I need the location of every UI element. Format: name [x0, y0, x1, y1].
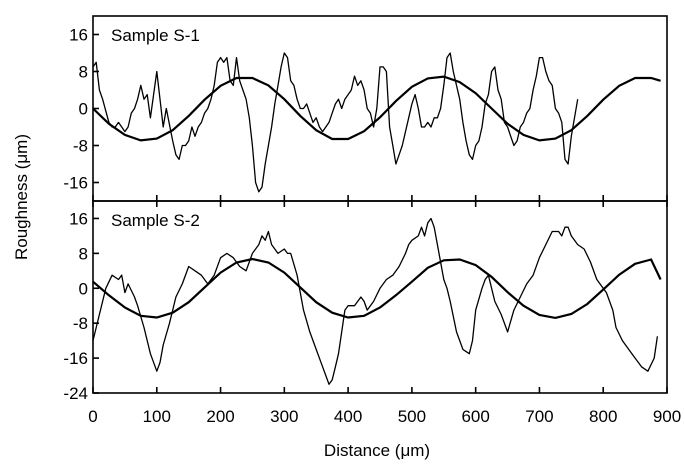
y-tick-label: -24 — [63, 384, 88, 403]
y-tick-label: 8 — [79, 244, 88, 263]
sinusoid-fit-line — [92, 257, 662, 320]
y-tick-label: -16 — [63, 349, 88, 368]
panel-frame — [92, 200, 668, 394]
y-tick-label: 8 — [79, 63, 88, 82]
y-tick-label: 0 — [79, 279, 88, 298]
y-tick-label: -8 — [73, 137, 88, 156]
panels-layer: 16 8 0 -8 -16 Sample S-1 16 8 0 -8 -16 -24 Sample S-… — [63, 15, 668, 403]
x-tick-label: 700 — [525, 407, 553, 426]
sinusoid-fit-line — [92, 75, 661, 142]
y-tick-label: -8 — [73, 314, 88, 333]
y-tick-label: 16 — [69, 209, 88, 228]
x-axis-title: Distance (μm) — [324, 441, 430, 460]
y-tick-label: 16 — [69, 26, 88, 45]
x-tick-label: 300 — [270, 407, 298, 426]
panel-1: 16 8 0 -8 -16 Sample S-1 — [63, 15, 668, 202]
x-tick-label: 600 — [461, 407, 489, 426]
y-tick-label: 0 — [79, 100, 88, 119]
x-tick-label: 200 — [206, 407, 234, 426]
x-tick-label: 0 — [88, 407, 97, 426]
x-tick-label: 900 — [653, 407, 681, 426]
panel-label: Sample S-2 — [111, 211, 200, 230]
roughness-profile-line — [92, 217, 659, 385]
panel-2: 16 8 0 -8 -16 -24 Sample S-2 — [63, 200, 668, 403]
x-tick-label: 100 — [143, 407, 171, 426]
x-axis: 0 100 200 300 400 500 600 700 800 900 — [88, 407, 681, 426]
roughness-profile-line — [92, 52, 579, 193]
x-tick-label: 400 — [334, 407, 362, 426]
y-axis-title: Roughness (μm) — [12, 134, 31, 260]
panel-label: Sample S-1 — [111, 26, 200, 45]
x-tick-label: 500 — [398, 407, 426, 426]
y-tick-label: -16 — [63, 174, 88, 193]
x-tick-label: 800 — [589, 407, 617, 426]
